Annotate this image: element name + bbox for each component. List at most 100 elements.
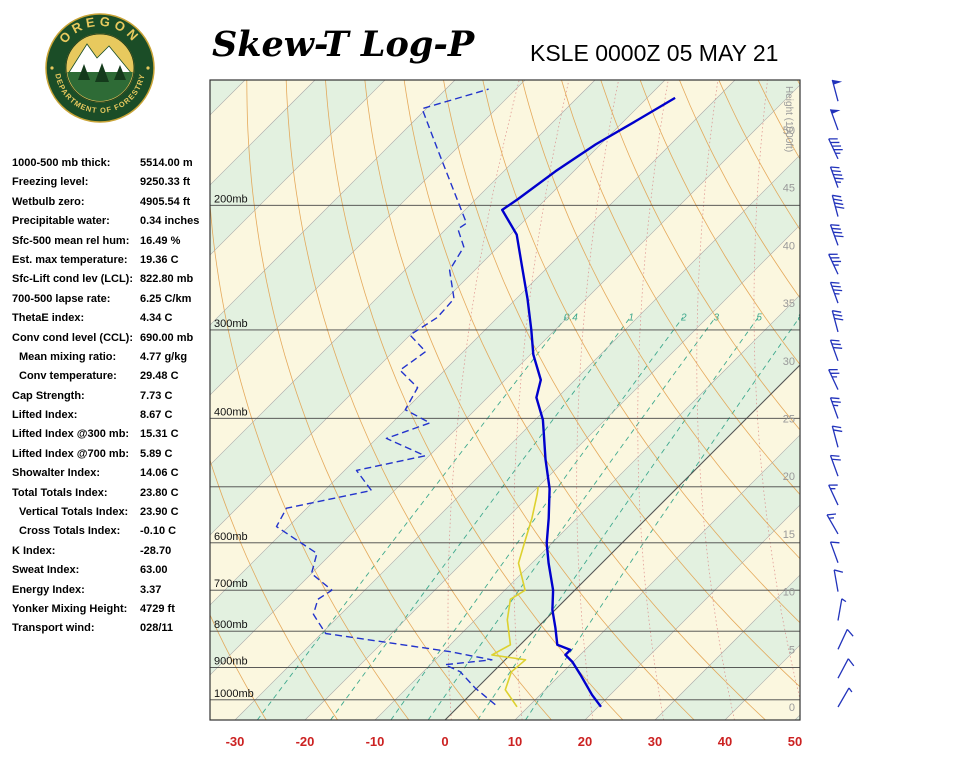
height-tick-label: 50: [783, 125, 795, 137]
mixing-ratio-label: 8: [798, 313, 804, 324]
wind-barb: [828, 368, 840, 390]
stat-value: -0.10 C: [140, 525, 177, 538]
stat-row: Conv cond level (CCL): 690.00 mb: [12, 332, 212, 351]
wind-barb: [828, 138, 843, 160]
stat-value: 16.49 %: [140, 234, 181, 247]
sounding-indices-panel: 1000-500 mb thick: 5514.00 m Freezing leve…: [12, 157, 212, 642]
temp-tick-label: 40: [718, 734, 732, 749]
height-tick-label: 20: [783, 471, 795, 483]
pressure-label: 1000mb: [214, 688, 254, 700]
stat-row: Freezing level: 9250.33 ft: [12, 176, 212, 195]
wind-barb: [837, 628, 854, 650]
plot-border: [209, 79, 801, 721]
stat-value: 822.80 mb: [140, 273, 194, 286]
stat-label: Mean mixing ratio:: [19, 350, 117, 363]
temp-tick-label: -20: [296, 734, 315, 749]
stat-label: Sweat Index:: [12, 564, 80, 577]
height-axis-label: Height (1000ft): [783, 86, 794, 152]
height-tick-label: 45: [783, 183, 795, 195]
stat-row: Energy Index: 3.37: [12, 584, 212, 603]
page-title: Skew-T Log-P: [212, 24, 475, 65]
height-tick-label: 0: [789, 702, 795, 714]
stat-row: K Index: -28.70: [12, 545, 212, 564]
height-tick-label: 35: [783, 298, 795, 310]
stat-row: Sfc-500 mean rel hum: 16.49 %: [12, 235, 212, 254]
station-datetime: KSLE 0000Z 05 MAY 21: [530, 40, 779, 66]
wind-barb: [829, 109, 841, 131]
stat-label: ThetaE index:: [12, 312, 85, 325]
stat-row: Sfc-Lift cond lev (LCL): 822.80 mb: [12, 273, 212, 292]
stat-value: 3.37: [140, 583, 162, 596]
stat-value: 028/11: [140, 622, 174, 635]
height-tick-label: 25: [783, 414, 795, 426]
temp-tick-label: 50: [788, 734, 802, 749]
pressure-label: 800mb: [214, 619, 248, 631]
stat-row: Yonker Mixing Height: 4729 ft: [12, 603, 212, 622]
tree-icon: [95, 63, 109, 82]
temp-tick-label: 10: [508, 734, 522, 749]
stat-label: Lifted Index @700 mb:: [12, 447, 130, 460]
stat-label: K Index:: [12, 544, 56, 557]
temp-tick-label: 0: [441, 734, 448, 749]
stat-row: Vertical Totals Index: 23.90 C: [12, 506, 212, 525]
pressure-label: 600mb: [214, 531, 248, 543]
stat-row: Transport wind: 028/11: [12, 622, 212, 641]
stat-row: ThetaE index: 4.34 C: [12, 312, 212, 331]
wind-barb: [831, 79, 843, 102]
stat-row: Wetbulb zero: 4905.54 ft: [12, 196, 212, 215]
wind-barb: [828, 253, 842, 275]
stat-value: 14.06 C: [140, 467, 179, 480]
stat-row: 1000-500 mb thick: 5514.00 m: [12, 157, 212, 176]
stat-value: 19.36 C: [140, 253, 179, 266]
stat-label: Lifted Index:: [12, 409, 78, 422]
stat-label: Sfc-500 mean rel hum:: [12, 234, 130, 247]
wind-barb: [826, 513, 839, 535]
stat-value: 690.00 mb: [140, 331, 194, 344]
pressure-label: 900mb: [214, 655, 248, 667]
height-tick-label: 5: [789, 644, 795, 656]
odf-logo: OREGON DEPARTMENT OF FORESTRY: [45, 13, 155, 123]
wind-barb: [828, 484, 839, 506]
stat-label: Lifted Index @300 mb:: [12, 428, 130, 441]
wind-barb: [829, 454, 841, 477]
stat-value: 4.77 g/kg: [140, 350, 188, 363]
temp-tick-label: 20: [578, 734, 592, 749]
height-tick-label: 40: [783, 240, 795, 252]
stat-label: Est. max temperature:: [12, 253, 128, 266]
pressure-label: 200mb: [214, 193, 248, 205]
height-tick-label: 10: [783, 587, 795, 599]
stat-row: Precipitable water: 0.34 inches: [12, 215, 212, 234]
stat-value: 0.34 inches: [140, 215, 200, 228]
wind-barb: [829, 339, 843, 362]
wind-barb: [829, 281, 843, 304]
stat-row: Showalter Index: 14.06 C: [12, 467, 212, 486]
stat-row: Conv temperature: 29.48 C: [12, 370, 212, 389]
stat-value: 8.67 C: [140, 409, 173, 422]
stat-value: 9250.33 ft: [140, 176, 191, 189]
stat-label: Precipitable water:: [12, 215, 110, 228]
temperature-trace: [501, 96, 676, 708]
height-tick-label: 30: [783, 356, 795, 368]
wind-barb: [829, 166, 844, 188]
pressure-label: 700mb: [214, 578, 248, 590]
stat-label: Yonker Mixing Height:: [12, 602, 128, 615]
wind-barb: [829, 541, 840, 563]
mixing-ratio-label: 0.4: [564, 313, 578, 324]
wetbulb-trace: [491, 486, 539, 708]
stat-value: 15.31 C: [140, 428, 179, 441]
stat-row: Sweat Index: 63.00: [12, 564, 212, 583]
dewpoint-trace: [275, 88, 496, 706]
temp-tick-label: -10: [366, 734, 385, 749]
stat-value: 4729 ft: [140, 602, 175, 615]
wind-barb: [837, 687, 853, 708]
stat-value: -28.70: [140, 544, 172, 557]
stat-label: Cap Strength:: [12, 389, 85, 402]
plot-area: 0.4 1 2 3 5 8: [210, 80, 804, 720]
stat-value: 4.34 C: [140, 312, 173, 325]
stat-label: Sfc-Lift cond lev (LCL):: [12, 273, 133, 286]
wind-barb: [833, 569, 844, 592]
stat-label: Freezing level:: [12, 176, 89, 189]
tree-icon: [114, 65, 126, 80]
stat-value: 4905.54 ft: [140, 195, 191, 208]
stat-label: Cross Totals Index:: [19, 525, 121, 538]
